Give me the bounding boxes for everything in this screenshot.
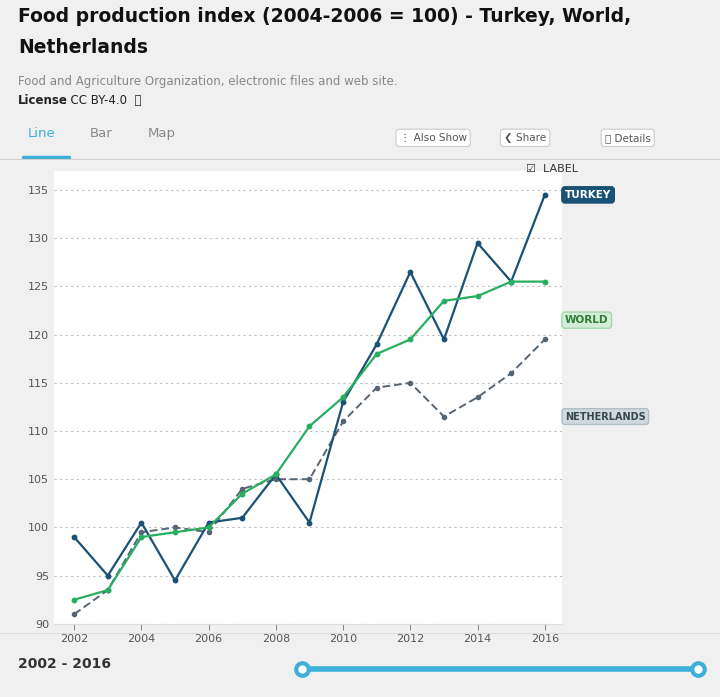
- Text: TURKEY: TURKEY: [565, 190, 611, 200]
- Text: Map: Map: [148, 127, 176, 140]
- Text: Food and Agriculture Organization, electronic files and web site.: Food and Agriculture Organization, elect…: [18, 75, 397, 88]
- Text: ⋮ Also Show: ⋮ Also Show: [400, 133, 467, 143]
- Text: : CC BY-4.0  ⓘ: : CC BY-4.0 ⓘ: [59, 94, 142, 107]
- Text: Line: Line: [27, 127, 55, 140]
- Text: WORLD: WORLD: [565, 315, 608, 325]
- Text: Bar: Bar: [90, 127, 113, 140]
- Text: Netherlands: Netherlands: [18, 38, 148, 57]
- Text: Food production index (2004-2006 = 100) - Turkey, World,: Food production index (2004-2006 = 100) …: [18, 7, 631, 26]
- Text: ❮ Share: ❮ Share: [504, 133, 546, 143]
- Text: NETHERLANDS: NETHERLANDS: [565, 411, 646, 422]
- Text: 2002 - 2016: 2002 - 2016: [18, 657, 111, 671]
- Text: ⓘ Details: ⓘ Details: [605, 133, 651, 143]
- Text: ☑  LABEL: ☑ LABEL: [526, 164, 577, 174]
- Text: License: License: [18, 94, 68, 107]
